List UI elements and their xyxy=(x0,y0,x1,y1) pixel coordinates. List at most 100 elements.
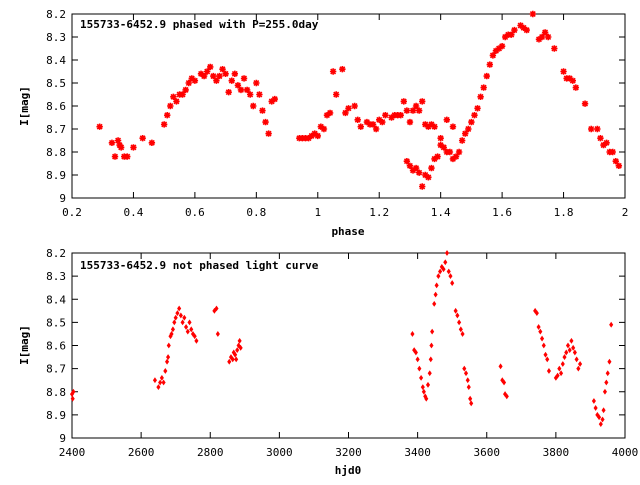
data-point xyxy=(219,66,226,73)
data-point xyxy=(419,98,426,105)
data-point xyxy=(551,45,558,52)
data-point xyxy=(237,337,242,344)
data-point xyxy=(432,300,437,307)
x-tick-label: 2600 xyxy=(128,446,155,459)
data-point xyxy=(424,395,429,402)
data-point xyxy=(317,123,325,130)
data-point xyxy=(508,31,515,38)
data-point xyxy=(486,61,494,68)
x-tick-label: 3200 xyxy=(335,446,362,459)
x-axis-label: hjd0 xyxy=(335,464,362,477)
data-point xyxy=(415,356,420,363)
x-tick-label: 2 xyxy=(622,206,629,219)
x-tick-label: 1.8 xyxy=(554,206,574,219)
data-point xyxy=(465,377,470,384)
data-point xyxy=(466,384,471,391)
data-point xyxy=(203,68,211,75)
data-point xyxy=(458,326,463,333)
data-point xyxy=(71,388,76,395)
x-tick-label: 3000 xyxy=(266,446,293,459)
data-point xyxy=(207,63,214,71)
data-point xyxy=(600,141,607,149)
x-tick-label: 0.8 xyxy=(246,206,266,219)
data-point xyxy=(430,328,435,335)
data-point xyxy=(173,98,180,105)
chart-title: 155733-6452.9 not phased light curve xyxy=(80,259,319,272)
data-point xyxy=(417,365,422,372)
data-point xyxy=(529,10,537,18)
data-point xyxy=(167,102,174,110)
data-point xyxy=(607,358,612,365)
data-point xyxy=(363,118,371,126)
data-point xyxy=(216,72,223,80)
data-point xyxy=(536,324,541,330)
data-point xyxy=(440,144,447,151)
data-point xyxy=(409,167,417,174)
y-tick-label: 8.3 xyxy=(46,31,66,44)
data-point xyxy=(545,356,550,363)
data-point xyxy=(555,372,560,379)
data-point xyxy=(382,112,389,119)
data-point xyxy=(544,33,552,41)
y-tick-label: 8.6 xyxy=(46,100,66,113)
data-point xyxy=(415,107,423,114)
data-point xyxy=(449,155,457,163)
data-point xyxy=(588,125,595,133)
data-point xyxy=(256,91,263,98)
data-point xyxy=(345,105,352,112)
data-point xyxy=(192,333,197,340)
data-point xyxy=(326,109,334,117)
data-point xyxy=(452,153,460,160)
data-point xyxy=(225,89,232,96)
data-point xyxy=(546,368,552,374)
data-point xyxy=(173,314,178,321)
x-tick-label: 4000 xyxy=(612,446,639,459)
data-point xyxy=(597,414,602,421)
data-point xyxy=(228,77,235,84)
data-point xyxy=(124,153,131,160)
data-point xyxy=(234,82,242,89)
data-point xyxy=(152,377,157,384)
data-point xyxy=(96,123,103,130)
data-point xyxy=(458,137,466,144)
data-point xyxy=(210,72,217,80)
data-point xyxy=(495,45,503,52)
data-point xyxy=(165,358,170,365)
data-point xyxy=(609,148,616,156)
y-tick-label: 8.4 xyxy=(46,54,66,67)
data-point xyxy=(541,29,549,36)
data-point xyxy=(305,135,312,142)
data-point xyxy=(562,354,567,360)
data-point xyxy=(462,365,467,372)
data-point xyxy=(268,98,275,105)
data-point xyxy=(565,342,571,349)
data-point xyxy=(437,141,444,149)
data-point xyxy=(431,155,438,163)
data-point xyxy=(237,86,245,94)
x-tick-label: 1.6 xyxy=(492,206,512,219)
data-point xyxy=(541,342,546,349)
y-tick-label: 8.2 xyxy=(46,247,66,260)
data-point xyxy=(576,365,581,372)
data-point xyxy=(591,398,596,404)
data-point xyxy=(489,52,497,59)
data-point xyxy=(428,121,435,128)
data-point xyxy=(191,77,199,84)
data-point xyxy=(581,100,589,107)
data-point xyxy=(453,307,458,314)
data-point xyxy=(560,361,565,367)
data-point xyxy=(114,137,122,144)
data-point xyxy=(538,328,543,335)
data-point xyxy=(443,259,448,266)
data-point xyxy=(262,118,269,126)
data-point xyxy=(538,33,546,41)
data-point xyxy=(406,118,414,126)
data-point xyxy=(379,118,386,126)
data-point xyxy=(406,162,414,169)
x-tick-label: 3400 xyxy=(404,446,431,459)
y-tick-label: 8.7 xyxy=(46,123,66,136)
data-point xyxy=(271,95,278,103)
data-point xyxy=(164,112,171,119)
x-tick-label: 2400 xyxy=(59,446,86,459)
data-point xyxy=(400,98,407,105)
